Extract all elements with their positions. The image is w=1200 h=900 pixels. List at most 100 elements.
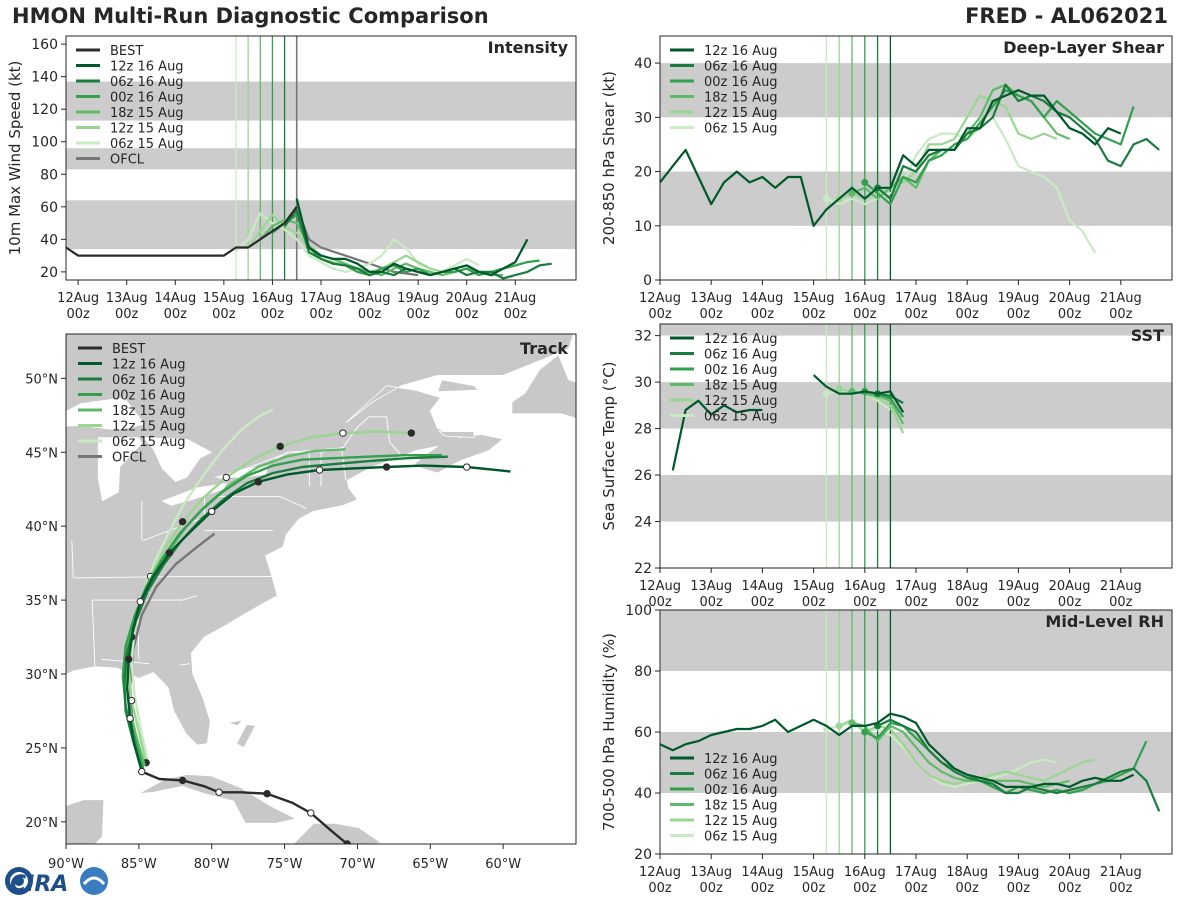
sst-xtick-label: 19Aug: [997, 579, 1039, 594]
rh-xtick-label: 15Aug: [793, 865, 835, 880]
land-puerto-rico: [396, 843, 422, 844]
shear-xtick-label: 00z: [1109, 307, 1133, 322]
rh-xtick-label: 21Aug: [1100, 865, 1142, 880]
intensity-legend-label-12z-15-aug: 12z 15 Aug: [110, 122, 184, 137]
cira-logo: CIRA: [5, 867, 108, 897]
shear-legend-label-12z-15-aug: 12z 15 Aug: [704, 106, 778, 121]
shear-xtick-label: 17Aug: [895, 291, 937, 306]
shear-ytick-label: 40: [634, 56, 652, 72]
rh-xtick-label: 13Aug: [690, 865, 732, 880]
sst-legend-label-06z-16-aug: 06z 16 Aug: [704, 348, 778, 363]
cira-logo-text: CIRA: [10, 872, 68, 897]
sst-xtick-label: 00z: [648, 595, 672, 610]
track-legend-label-00z-16-aug: 00z 16 Aug: [112, 389, 186, 404]
sst-xtick-label: 20Aug: [1049, 579, 1091, 594]
shear-xtick-label: 00z: [956, 307, 980, 322]
track-title: Track: [520, 339, 568, 358]
intensity-band-1: [66, 148, 576, 170]
shear-xtick-label: 21Aug: [1100, 291, 1142, 306]
shear-legend-label-06z-16-aug: 06z 16 Aug: [704, 60, 778, 75]
rh-xtick-label: 00z: [904, 881, 928, 896]
sst-xtick-label: 00z: [1058, 595, 1082, 610]
shear-ytick-label: 20: [634, 165, 652, 181]
intensity-xtick-label: 17Aug: [300, 291, 342, 306]
sst-band-0: [660, 475, 1172, 522]
rh-xtick-label: 00z: [1058, 881, 1082, 896]
track-legend-label-best: BEST: [112, 342, 145, 357]
sst-band-2: [660, 324, 1172, 336]
shear-xtick-label: 15Aug: [793, 291, 835, 306]
track-xtick-label: 85°W: [121, 857, 157, 872]
land-jamaica: [235, 847, 266, 854]
sst-init-marker-06z-15-aug: [822, 390, 830, 398]
rh-legend-label-06z-15-aug: 06z 15 Aug: [704, 830, 778, 845]
sst-xtick-label: 00z: [700, 595, 724, 610]
rh-panel: 2040608010012Aug00z13Aug00z14Aug00z15Aug…: [600, 603, 1173, 896]
track-xtick-label: 75°W: [267, 857, 303, 872]
rh-xtick-label: 12Aug: [639, 865, 681, 880]
shear-xtick-label: 12Aug: [639, 291, 681, 306]
shear-legend-label-18z-15-aug: 18z 15 Aug: [704, 91, 778, 106]
track-panel: 90°W 85°W 80°W 75°W 70°W 65°W 60°W 20°N 25°N 30°N…: [25, 333, 577, 872]
track-point-best: [215, 788, 223, 796]
intensity-ytick-label: 140: [31, 70, 58, 86]
sst-xtick-label: 18Aug: [946, 579, 988, 594]
intensity-ytick-label: 40: [40, 232, 58, 248]
shear-xtick-label: 00z: [853, 307, 877, 322]
rh-series-06z-16-aug: [877, 718, 1161, 812]
sst-ytick-label: 24: [634, 515, 652, 531]
intensity-xtick-label: 00z: [164, 307, 188, 322]
intensity-xtick-label: 12Aug: [57, 291, 99, 306]
intensity-ytick-label: 60: [40, 200, 58, 216]
intensity-legend-label-00z-16-aug: 00z 16 Aug: [110, 91, 184, 106]
track-point-12z-16-aug: [463, 463, 471, 471]
track-map-layer: [66, 334, 576, 854]
intensity-ytick-label: 120: [31, 102, 58, 118]
sst-ytick-label: 22: [634, 561, 652, 577]
track-xtick-label: 60°W: [485, 857, 521, 872]
rh-ytick-label: 100: [625, 603, 652, 619]
track-point-12z-16-aug: [315, 466, 324, 474]
intensity-title: Intensity: [488, 38, 569, 57]
track-series-06z-15-aug: [130, 408, 274, 760]
sst-xtick-label: 16Aug: [844, 579, 886, 594]
rh-legend-label-18z-15-aug: 18z 15 Aug: [704, 799, 778, 814]
sst-title: SST: [1131, 326, 1164, 345]
sst-xtick-label: 14Aug: [741, 579, 783, 594]
border-tn-south: [92, 595, 198, 601]
land-north-america: [66, 334, 574, 746]
intensity-ytick-label: 80: [40, 167, 58, 183]
shear-init-marker-00z-16-aug: [861, 178, 869, 186]
track-xtick-label: 90°W: [48, 857, 84, 872]
intensity-ytick-label: 160: [31, 37, 58, 53]
rh-xtick-label: 00z: [648, 881, 672, 896]
shear-legend-label-06z-15-aug: 06z 15 Aug: [704, 122, 778, 137]
intensity-xtick-label: 18Aug: [349, 291, 391, 306]
shear-xtick-label: 20Aug: [1049, 291, 1091, 306]
sst-ytick-label: 28: [634, 422, 652, 438]
intensity-xtick-label: 00z: [309, 307, 333, 322]
rh-legend-label-00z-16-aug: 00z 16 Aug: [704, 783, 778, 798]
rh-ytick-label: 60: [634, 725, 652, 741]
rh-series-12z-16-aug: [659, 712, 1135, 788]
rh-ytick-label: 40: [634, 786, 652, 802]
border-fl-ga: [179, 663, 190, 666]
sst-xtick-label: 00z: [1109, 595, 1133, 610]
shear-series-06z-15-aug: [825, 116, 1097, 254]
intensity-legend-label-06z-15-aug: 06z 15 Aug: [110, 137, 184, 152]
track-legend-label-06z-15-aug: 06z 15 Aug: [112, 435, 186, 450]
track-point-12z-16-aug: [254, 478, 263, 486]
land-newfoundland: [511, 354, 576, 419]
land-cuba: [138, 774, 298, 824]
track-point-12z-15-aug: [339, 429, 347, 437]
rh-ytick-label: 80: [634, 664, 652, 680]
rh-series-18z-15-aug: [851, 721, 1070, 788]
shear-ytick-label: 30: [634, 110, 652, 126]
sst-xtick-label: 15Aug: [793, 579, 835, 594]
sst-ylabel: Sea Surface Temp (°C): [600, 361, 618, 530]
intensity-xtick-label: 00z: [455, 307, 479, 322]
rh-xtick-label: 14Aug: [741, 865, 783, 880]
land-yucatan: [66, 799, 105, 844]
sst-ytick-label: 32: [634, 329, 652, 345]
